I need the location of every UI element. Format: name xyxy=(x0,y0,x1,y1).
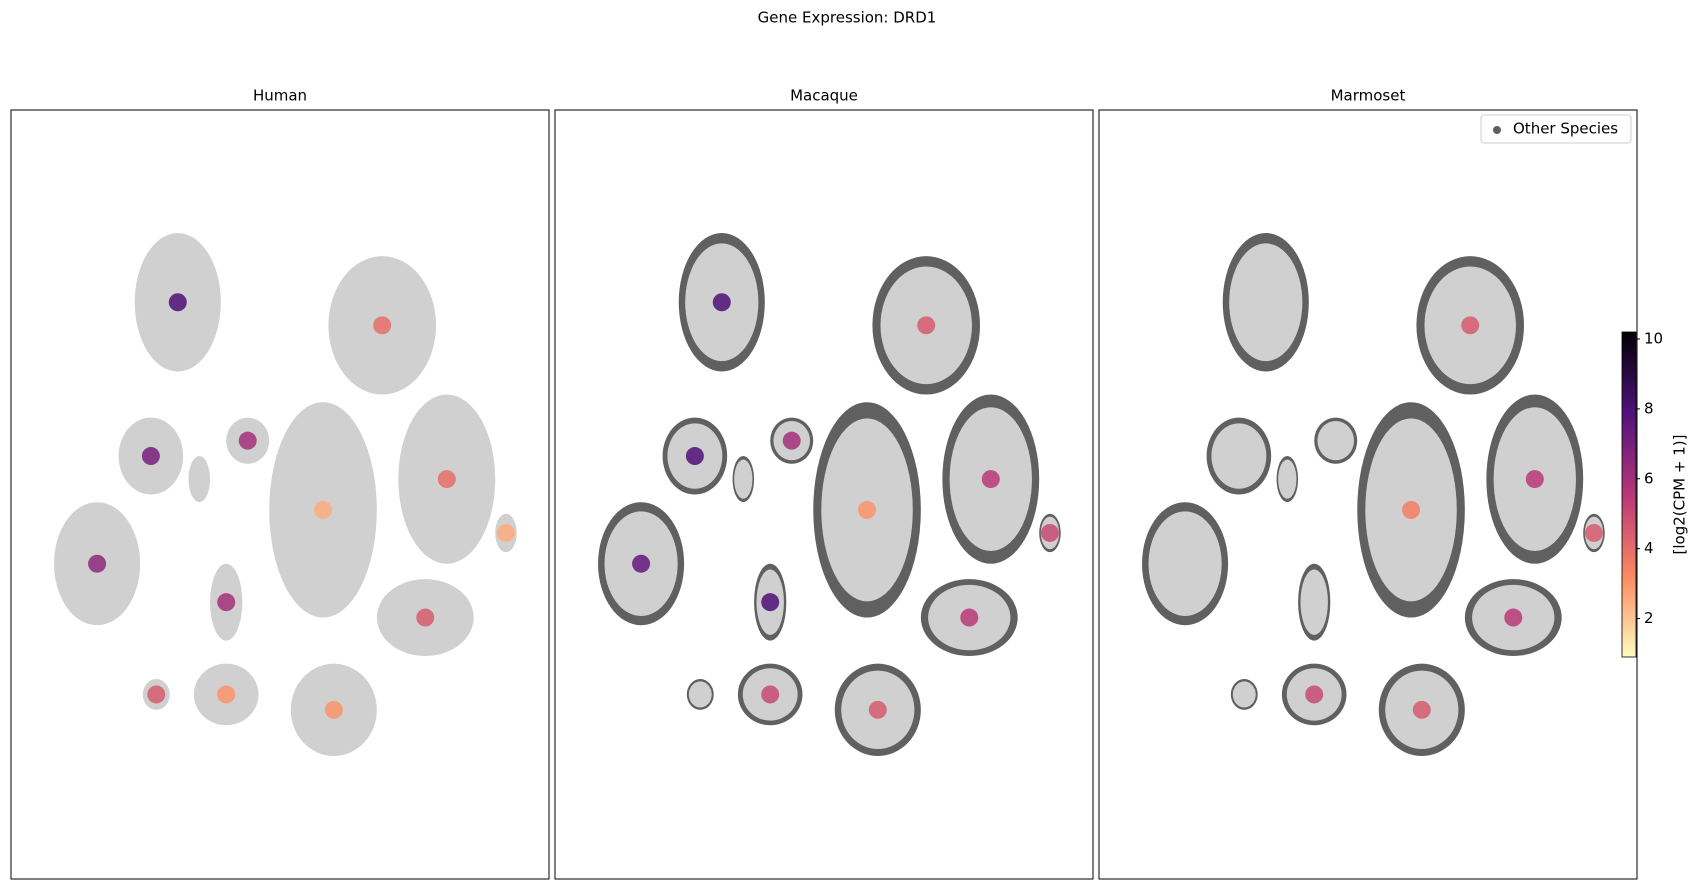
expression-point xyxy=(761,685,780,704)
expression-point xyxy=(917,316,936,335)
panel-frame xyxy=(10,109,550,880)
legend-box xyxy=(1480,114,1632,144)
species-cloud xyxy=(1229,243,1303,362)
expression-point xyxy=(761,593,780,612)
species-cloud xyxy=(1211,423,1267,489)
species-cloud xyxy=(1148,511,1222,617)
panel xyxy=(54,233,517,756)
colorbar-tick-label: 8 xyxy=(1644,399,1654,417)
panel-frame xyxy=(554,109,1094,880)
expression-point xyxy=(1305,685,1324,704)
expression-point xyxy=(981,470,1000,489)
expression-point xyxy=(632,554,651,573)
expression-point xyxy=(712,293,731,312)
colorbar xyxy=(1621,331,1637,658)
expression-point xyxy=(960,608,979,627)
legend-label: Other Species xyxy=(1513,120,1618,138)
expression-point xyxy=(238,431,257,450)
expression-point xyxy=(168,293,187,312)
expression-point xyxy=(217,685,236,704)
expression-point xyxy=(1525,470,1544,489)
colorbar-tick-label: 4 xyxy=(1644,539,1654,557)
species-cloud xyxy=(1232,681,1256,708)
colorbar-tick-label: 6 xyxy=(1644,469,1654,487)
species-cloud xyxy=(734,459,753,499)
species-cloud xyxy=(688,681,712,708)
expression-point xyxy=(496,523,515,542)
expression-point xyxy=(868,700,887,719)
legend-marker xyxy=(1493,126,1501,134)
expression-point xyxy=(1584,523,1603,542)
expression-point xyxy=(88,554,107,573)
expression-point xyxy=(373,316,392,335)
expression-point xyxy=(437,470,456,489)
expression-point xyxy=(217,593,236,612)
panel xyxy=(598,233,1061,756)
colorbar-tick-label: 2 xyxy=(1644,609,1654,627)
expression-point xyxy=(1412,700,1431,719)
species-cloud xyxy=(1317,421,1355,461)
expression-point xyxy=(416,608,435,627)
expression-point xyxy=(147,685,166,704)
panel xyxy=(1142,233,1605,756)
species-cloud xyxy=(188,456,211,503)
expression-point xyxy=(314,500,333,519)
panel-title: Macaque xyxy=(790,87,858,105)
figure-title: Gene Expression: DRD1 xyxy=(758,9,937,27)
expression-point xyxy=(1040,523,1059,542)
expression-point xyxy=(324,700,343,719)
expression-point xyxy=(685,447,704,466)
panel-title: Marmoset xyxy=(1331,87,1406,105)
colorbar-label: [log2(CPM + 1)] xyxy=(1671,435,1689,555)
expression-point xyxy=(1402,500,1421,519)
colorbar-tick-label: 10 xyxy=(1644,329,1663,347)
species-cloud xyxy=(1278,459,1297,499)
expression-point xyxy=(1461,316,1480,335)
species-cloud xyxy=(1300,569,1328,635)
expression-point xyxy=(141,447,160,466)
expression-point xyxy=(1504,608,1523,627)
expression-point xyxy=(858,500,877,519)
panel-title: Human xyxy=(253,87,307,105)
expression-point xyxy=(782,431,801,450)
panel-frame xyxy=(1098,109,1638,880)
